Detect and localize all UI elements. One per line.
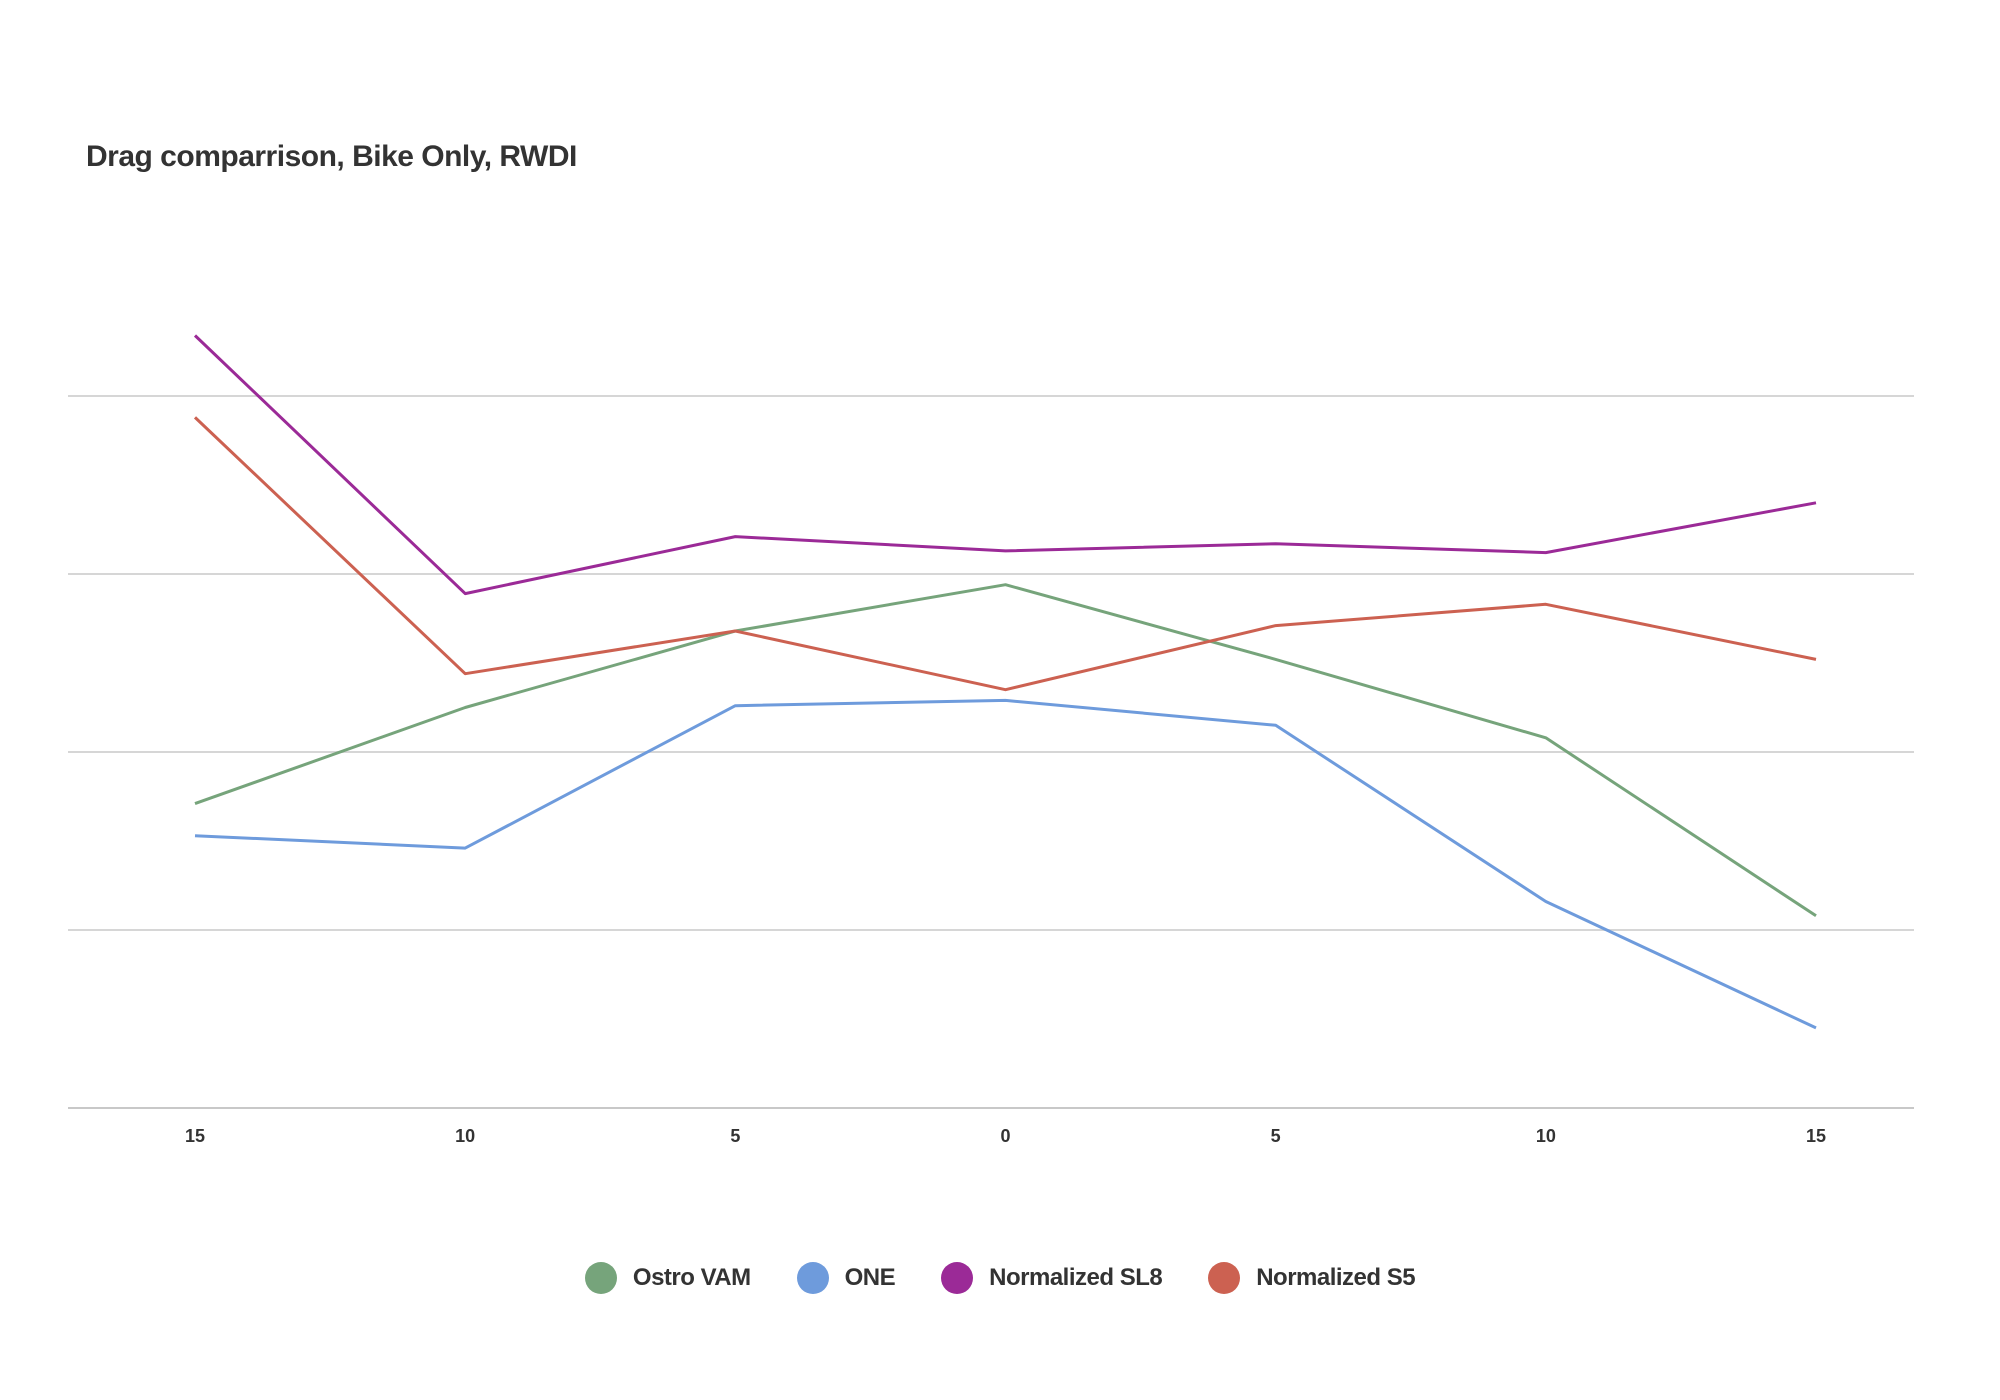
legend-swatch <box>941 1262 974 1294</box>
series-line-ostro-vam <box>194 583 1817 918</box>
legend-item: Normalized SL8 <box>941 1262 1163 1294</box>
x-tick-label: 10 <box>1536 1126 1556 1146</box>
x-axis-ticks: 15 10 5 0 5 10 15 <box>185 1126 1826 1146</box>
legend-label: ONE <box>844 1264 896 1291</box>
series-line-one <box>194 698 1817 1030</box>
legend-swatch <box>1208 1262 1241 1294</box>
legend-swatch <box>584 1262 617 1294</box>
legend-item: ONE <box>796 1262 896 1294</box>
series-line-normalized-s5 <box>193 416 1817 692</box>
chart-title: Drag comparrison, Bike Only, RWDI <box>86 140 577 173</box>
legend-label: Normalized SL8 <box>989 1264 1163 1291</box>
x-tick-label: 15 <box>185 1126 205 1146</box>
series-line-normalized-sl8 <box>193 334 1817 596</box>
legend: Ostro VAM ONE Normalized SL8 Normalized S5 <box>0 1262 2000 1294</box>
legend-item: Ostro VAM <box>584 1262 751 1294</box>
x-tick-label: 10 <box>455 1126 475 1146</box>
legend-item: Normalized S5 <box>1208 1262 1416 1294</box>
legend-swatch <box>796 1262 829 1294</box>
x-tick-label: 5 <box>1271 1126 1281 1146</box>
gridlines <box>68 395 1914 1109</box>
legend-label: Normalized S5 <box>1256 1264 1416 1291</box>
x-tick-label: 15 <box>1806 1126 1826 1146</box>
legend-label: Ostro VAM <box>632 1264 751 1291</box>
series-lines <box>193 334 1817 1030</box>
x-tick-label: 5 <box>730 1126 740 1146</box>
x-tick-label: 0 <box>1000 1126 1010 1146</box>
